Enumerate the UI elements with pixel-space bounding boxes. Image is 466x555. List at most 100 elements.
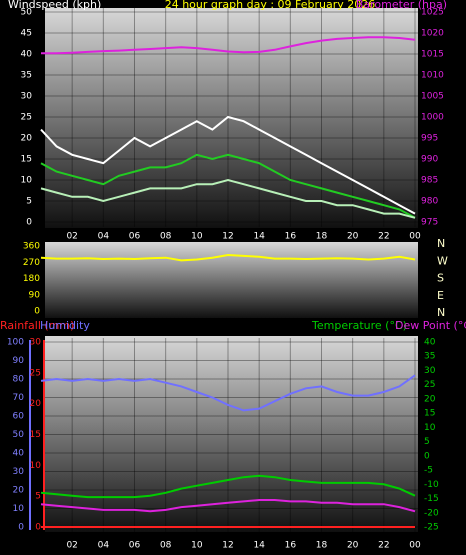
y2-tick-label: 1010 bbox=[421, 71, 444, 81]
compass-label: N bbox=[437, 306, 445, 319]
y-tick-label: 35 bbox=[21, 71, 32, 81]
y2-tick-label: 980 bbox=[421, 197, 438, 207]
y2-tick-label: 1025 bbox=[421, 8, 444, 18]
x-tick-label: 20 bbox=[347, 232, 359, 242]
x-tick-label: 20 bbox=[347, 541, 359, 551]
y-tick-label: 90 bbox=[29, 290, 41, 300]
series-line bbox=[40, 178, 416, 219]
series-line bbox=[40, 374, 416, 412]
x-tick-label: 02 bbox=[66, 232, 77, 242]
series-line bbox=[40, 499, 416, 513]
y2-tick-label: 20 bbox=[424, 394, 436, 404]
y-tick-label: 80 bbox=[13, 375, 25, 385]
chart-title: 24 hour graph day : 09 February 2026 bbox=[165, 0, 376, 11]
y2-tick-label: -20 bbox=[424, 508, 439, 518]
x-tick-label: 18 bbox=[316, 541, 328, 551]
y3-tick-label: 15 bbox=[30, 430, 41, 440]
y-tick-label: 5 bbox=[26, 197, 32, 207]
y2-tick-label: 25 bbox=[424, 380, 435, 390]
y2-tick-label: 15 bbox=[424, 409, 435, 419]
y-axis-label: Windspeed (kph) bbox=[8, 0, 101, 11]
y3-tick-label: 25 bbox=[30, 368, 41, 378]
series-line bbox=[40, 153, 416, 219]
y-tick-label: 15 bbox=[21, 155, 32, 165]
series-line bbox=[41, 36, 416, 55]
y-tick-label: 360 bbox=[23, 242, 40, 252]
y2-tick-label: 985 bbox=[421, 176, 438, 186]
y2-tick-label: 995 bbox=[421, 134, 438, 144]
x-tick-label: 08 bbox=[160, 232, 172, 242]
x-tick-label: 22 bbox=[378, 541, 389, 551]
y3-tick-label: 5 bbox=[35, 492, 41, 502]
y2-tick-label: 0 bbox=[424, 451, 430, 461]
compass-label: E bbox=[437, 289, 444, 302]
y-tick-label: 0 bbox=[26, 218, 32, 228]
x-tick-label: 10 bbox=[191, 232, 203, 242]
y2-tick-label: -15 bbox=[424, 494, 439, 504]
y-tick-label: 180 bbox=[23, 274, 40, 284]
y2-tick-label: 40 bbox=[424, 338, 436, 348]
legend-entry: Rainfall (mm) bbox=[0, 319, 74, 332]
y2-tick-label: 1020 bbox=[421, 29, 444, 39]
y-tick-label: 40 bbox=[21, 50, 33, 60]
x-tick-label: 06 bbox=[129, 541, 141, 551]
y-tick-label: 0 bbox=[18, 523, 24, 533]
x-tick-label: 06 bbox=[129, 232, 141, 242]
x-tick-label: 12 bbox=[222, 232, 233, 242]
y-tick-label: 50 bbox=[21, 8, 33, 18]
y2-tick-label: -5 bbox=[424, 466, 433, 476]
legend-entry: Humidity bbox=[40, 319, 90, 332]
compass-label: W bbox=[437, 254, 448, 267]
series-line bbox=[40, 474, 416, 499]
x-tick-label: 00 bbox=[409, 541, 421, 551]
y2-tick-label: 1000 bbox=[421, 113, 444, 123]
legend-entry: Dew Point (°C) bbox=[395, 319, 466, 332]
y-tick-label: 45 bbox=[21, 29, 32, 39]
y2-tick-label: 5 bbox=[424, 437, 430, 447]
y-tick-label: 10 bbox=[13, 504, 25, 514]
y2-tick-label: 990 bbox=[421, 155, 438, 165]
series-line bbox=[40, 253, 416, 262]
compass-label: S bbox=[437, 272, 444, 285]
y2-tick-label: -25 bbox=[424, 523, 439, 533]
y-tick-label: 30 bbox=[13, 467, 25, 477]
x-tick-label: 04 bbox=[98, 232, 110, 242]
y-tick-label: 30 bbox=[21, 92, 33, 102]
y2-tick-label: 975 bbox=[421, 218, 438, 228]
y-tick-label: 100 bbox=[7, 338, 24, 348]
y-tick-label: 90 bbox=[13, 356, 25, 366]
legend-entry: Temperature (°C) bbox=[311, 319, 407, 332]
y-tick-label: 0 bbox=[34, 307, 40, 317]
series-line bbox=[40, 115, 416, 215]
y-tick-label: 50 bbox=[13, 430, 25, 440]
x-tick-label: 14 bbox=[253, 232, 265, 242]
y3-tick-label: 0 bbox=[35, 523, 41, 533]
y-tick-label: 25 bbox=[21, 113, 32, 123]
x-tick-label: 00 bbox=[409, 232, 421, 242]
y2-tick-label: -10 bbox=[424, 480, 439, 490]
x-tick-label: 02 bbox=[66, 541, 77, 551]
y3-tick-label: 30 bbox=[30, 338, 42, 348]
y-tick-label: 10 bbox=[21, 176, 33, 186]
plot-area bbox=[45, 242, 418, 318]
y2-tick-label: 35 bbox=[424, 352, 435, 362]
y2-tick-label: 1005 bbox=[421, 92, 444, 102]
x-tick-label: 12 bbox=[222, 541, 233, 551]
y-tick-label: 20 bbox=[13, 486, 25, 496]
x-tick-label: 16 bbox=[285, 541, 297, 551]
y2-tick-label: 10 bbox=[424, 423, 436, 433]
x-tick-label: 04 bbox=[98, 541, 110, 551]
y-tick-label: 70 bbox=[13, 393, 25, 403]
y3-tick-label: 20 bbox=[30, 399, 42, 409]
y-tick-label: 60 bbox=[13, 412, 25, 422]
compass-label: N bbox=[437, 237, 445, 250]
x-tick-label: 10 bbox=[191, 541, 203, 551]
y2-axis-label: Barometer (hpa) bbox=[356, 0, 447, 11]
x-tick-label: 18 bbox=[316, 232, 328, 242]
y-tick-label: 20 bbox=[21, 134, 33, 144]
y2-tick-label: 1015 bbox=[421, 50, 444, 60]
x-tick-label: 16 bbox=[285, 232, 297, 242]
plot-area bbox=[45, 336, 418, 532]
x-tick-label: 14 bbox=[253, 541, 265, 551]
